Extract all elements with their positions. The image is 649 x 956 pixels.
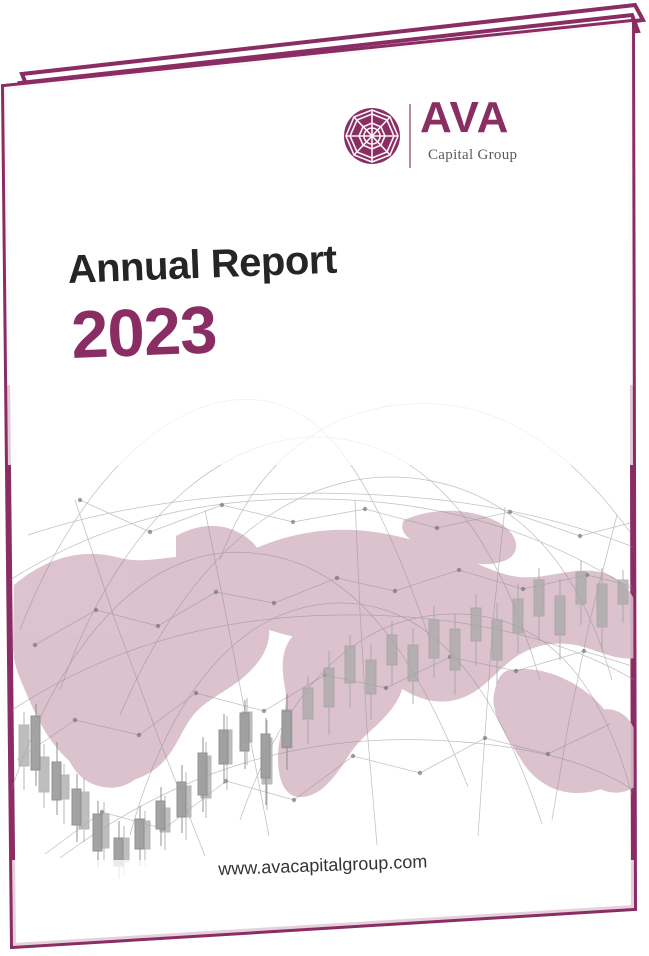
report-year: 2023 — [69, 292, 218, 373]
candlestick-foreground — [30, 694, 292, 879]
brand-name: AVA — [420, 93, 510, 142]
world-map — [12, 510, 634, 798]
brand-subtitle: Capital Group — [428, 147, 518, 163]
brand-mark-icon — [344, 108, 400, 164]
report-title: Annual Report — [66, 237, 338, 292]
network-nodes — [32, 497, 590, 832]
brand-logo: AVA Capital Group — [340, 96, 570, 176]
logo-divider — [409, 104, 411, 168]
